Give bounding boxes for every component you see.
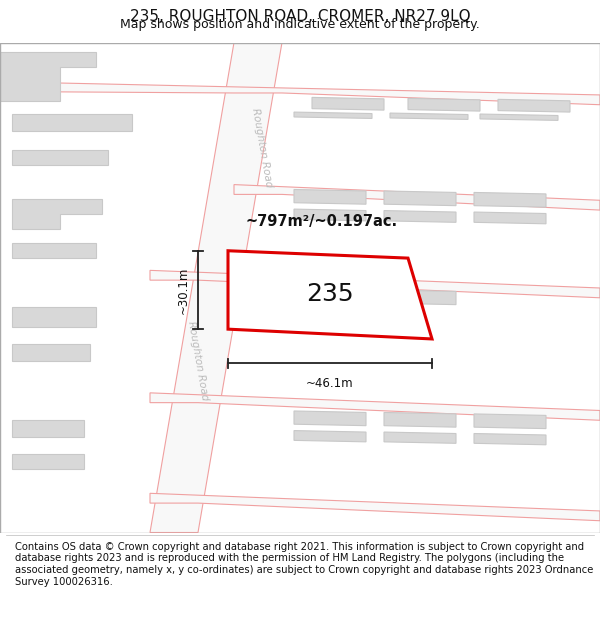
Polygon shape <box>0 52 96 101</box>
Polygon shape <box>474 192 546 207</box>
Polygon shape <box>228 251 432 339</box>
Polygon shape <box>384 290 456 304</box>
Text: 235: 235 <box>306 282 354 306</box>
Polygon shape <box>12 243 96 258</box>
Polygon shape <box>12 307 96 327</box>
Polygon shape <box>150 493 600 521</box>
Polygon shape <box>474 414 546 429</box>
Polygon shape <box>150 271 600 298</box>
Polygon shape <box>384 211 456 222</box>
Polygon shape <box>12 454 84 469</box>
Text: Contains OS data © Crown copyright and database right 2021. This information is : Contains OS data © Crown copyright and d… <box>15 542 593 586</box>
Polygon shape <box>474 434 546 445</box>
Text: ~46.1m: ~46.1m <box>306 377 354 390</box>
Polygon shape <box>474 212 546 224</box>
Polygon shape <box>12 420 84 437</box>
Polygon shape <box>384 412 456 427</box>
Polygon shape <box>0 82 600 105</box>
Polygon shape <box>498 99 570 112</box>
Text: Roughton Road: Roughton Road <box>186 321 210 401</box>
Polygon shape <box>12 150 108 165</box>
Polygon shape <box>150 393 600 420</box>
Polygon shape <box>294 189 366 204</box>
Text: ~30.1m: ~30.1m <box>176 266 190 314</box>
Polygon shape <box>150 42 282 532</box>
Polygon shape <box>294 289 366 303</box>
Polygon shape <box>390 113 468 119</box>
Polygon shape <box>12 344 90 361</box>
Polygon shape <box>294 209 366 221</box>
Polygon shape <box>294 411 366 426</box>
Polygon shape <box>294 431 366 442</box>
Polygon shape <box>294 112 372 119</box>
Polygon shape <box>312 98 384 110</box>
Text: Roughton Road: Roughton Road <box>250 107 274 188</box>
Polygon shape <box>12 114 132 131</box>
Polygon shape <box>408 98 480 111</box>
Polygon shape <box>234 184 600 210</box>
Text: 235, ROUGHTON ROAD, CROMER, NR27 9LQ: 235, ROUGHTON ROAD, CROMER, NR27 9LQ <box>130 9 470 24</box>
Text: Map shows position and indicative extent of the property.: Map shows position and indicative extent… <box>120 18 480 31</box>
Polygon shape <box>480 114 558 121</box>
Polygon shape <box>384 191 456 206</box>
Polygon shape <box>12 199 102 229</box>
Text: ~797m²/~0.197ac.: ~797m²/~0.197ac. <box>246 214 398 229</box>
Polygon shape <box>384 432 456 443</box>
